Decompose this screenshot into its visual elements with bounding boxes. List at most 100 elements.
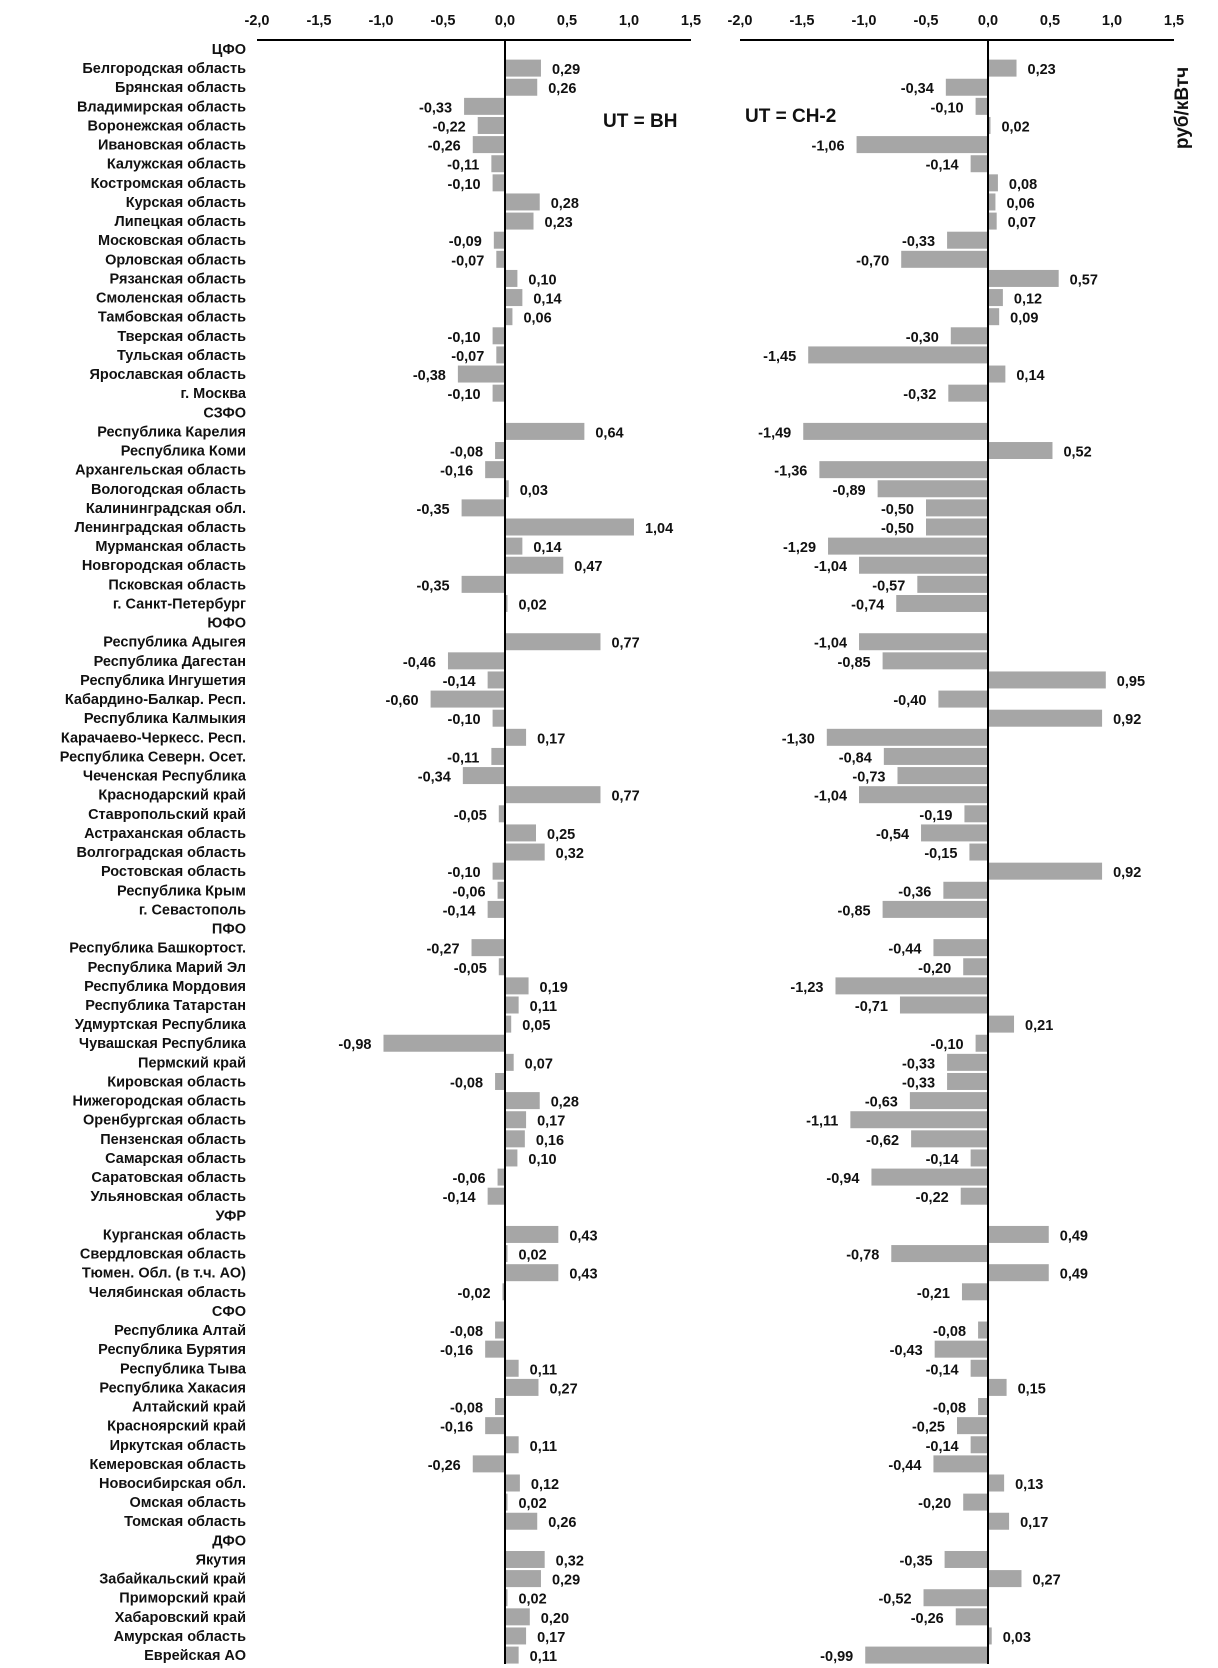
category-label: ДФО — [212, 1533, 246, 1549]
bar-тюмен-обл-в-т-ч-ао — [505, 1264, 559, 1282]
value-label: 0,95 — [1117, 674, 1145, 690]
bar-кемеровская-область — [933, 1455, 988, 1473]
bar-томская-область — [988, 1512, 1010, 1530]
value-label: 0,11 — [530, 1439, 557, 1455]
bar-республика-ингушетия — [487, 671, 505, 689]
bar-архангельская-область — [819, 461, 988, 479]
bar-ивановская-область — [856, 136, 988, 154]
category-label: Ивановская область — [98, 138, 246, 154]
bar-оренбургская-область — [850, 1111, 988, 1129]
bar-еврейская-ао — [505, 1646, 519, 1664]
value-label: -0,33 — [902, 1075, 935, 1091]
category-label: Приморский край — [119, 1591, 246, 1607]
bar-иркутская-область — [505, 1436, 519, 1454]
category-label: Республика Дагестан — [94, 654, 246, 670]
value-label: 0,92 — [1113, 865, 1141, 881]
bar-республика-тыва — [505, 1359, 519, 1377]
bar-кировская-область — [495, 1072, 505, 1090]
x-tick-label: 0,5 — [1040, 13, 1060, 29]
value-label: -0,14 — [926, 1362, 959, 1378]
value-label: -0,34 — [418, 770, 451, 786]
bar-ярославская-область — [457, 365, 505, 383]
value-label: 0,16 — [536, 1133, 564, 1149]
value-label: -0,21 — [917, 1286, 950, 1302]
category-label: Красноярский край — [107, 1419, 246, 1435]
value-label: -0,10 — [448, 330, 481, 346]
bar-пермский-край — [947, 1053, 988, 1071]
value-label: 0,02 — [1001, 119, 1029, 135]
category-label: Орловская область — [105, 252, 246, 268]
value-label: 0,03 — [520, 483, 548, 499]
x-tick-label: -1,0 — [369, 13, 394, 29]
bar-республика-адыгея — [859, 633, 988, 651]
bar-республика-карелия — [505, 422, 585, 440]
bar-волгоградская-область — [505, 843, 545, 861]
category-label: Вологодская область — [91, 482, 246, 498]
bar-алтайский-край — [495, 1398, 505, 1416]
bar-оренбургская-область — [505, 1111, 527, 1129]
x-tick-label: -2,0 — [245, 13, 270, 29]
bar-республика-калмыкия — [988, 709, 1103, 727]
category-label: Тюмен. Обл. (в т.ч. АО) — [82, 1266, 246, 1282]
bar-пензенская-область — [505, 1130, 525, 1148]
bar-свердловская-область — [505, 1245, 508, 1263]
bar-ульяновская-область — [960, 1187, 988, 1205]
value-label: -0,11 — [447, 158, 479, 174]
value-label: 0,06 — [523, 311, 551, 327]
bar-удмуртская-республика — [988, 1015, 1015, 1033]
bar-костромская-область — [492, 174, 505, 192]
value-label: -0,34 — [901, 81, 934, 97]
bar-иркутская-область — [970, 1436, 988, 1454]
value-label: -0,07 — [451, 253, 484, 269]
bar-мурманская-область — [505, 537, 523, 555]
category-label: Тверская область — [117, 329, 246, 345]
value-label: -0,08 — [933, 1401, 966, 1417]
bar-кировская-область — [947, 1072, 988, 1090]
category-label: Республика Адыгея — [103, 635, 246, 651]
bar-мурманская-область — [828, 537, 988, 555]
x-tick-label: 0,0 — [495, 13, 515, 29]
bar-республика-алтай — [978, 1321, 988, 1339]
x-tick-label: 0,5 — [557, 13, 577, 29]
value-label: -0,22 — [916, 1190, 949, 1206]
value-label: 0,02 — [518, 1248, 546, 1264]
value-label: 0,26 — [548, 81, 576, 97]
value-label: 0,20 — [541, 1611, 569, 1627]
value-label: -0,26 — [428, 139, 461, 155]
x-tick-label: 0,0 — [978, 13, 998, 29]
x-tick-label: -1,5 — [790, 13, 815, 29]
value-label: -0,94 — [826, 1171, 859, 1187]
bar-ленинградская-область — [505, 518, 634, 536]
value-label: 0,07 — [525, 1056, 553, 1072]
category-label: Ярославская область — [89, 367, 246, 383]
value-label: -0,62 — [866, 1133, 899, 1149]
value-label: -0,35 — [900, 1553, 933, 1569]
value-label: -0,19 — [919, 808, 952, 824]
value-label: -0,22 — [433, 119, 466, 135]
value-label: 0,02 — [518, 1592, 546, 1608]
bar-новгородская-область — [505, 556, 564, 574]
value-label: 0,43 — [569, 1228, 597, 1244]
bar-кабардино-балкар-респ — [938, 690, 988, 708]
value-label: 0,11 — [530, 1362, 557, 1378]
value-label: 0,15 — [1018, 1381, 1046, 1397]
value-label: -0,84 — [839, 750, 872, 766]
value-label: 0,17 — [537, 1630, 565, 1646]
category-label: Мурманская область — [95, 539, 246, 555]
bar-карачаево-черкесс-респ — [826, 728, 988, 746]
x-tick-label: 1,5 — [1164, 13, 1184, 29]
category-label: Свердловская область — [80, 1247, 246, 1263]
value-label: -0,57 — [872, 578, 905, 594]
bar-г-москва — [492, 384, 505, 402]
value-label: 0,32 — [556, 1553, 584, 1569]
category-label: Амурская область — [114, 1629, 247, 1645]
value-label: 0,27 — [1032, 1573, 1060, 1589]
category-label: Республика Северн. Осет. — [60, 749, 246, 765]
bar-челябинская-область — [502, 1283, 505, 1301]
bar-тамбовская-область — [988, 308, 1000, 326]
bar-республика-калмыкия — [492, 709, 505, 727]
value-label: -0,26 — [911, 1611, 944, 1627]
bar-удмуртская-республика — [505, 1015, 512, 1033]
value-label: -0,50 — [881, 502, 914, 518]
value-label: -0,06 — [452, 1171, 485, 1187]
